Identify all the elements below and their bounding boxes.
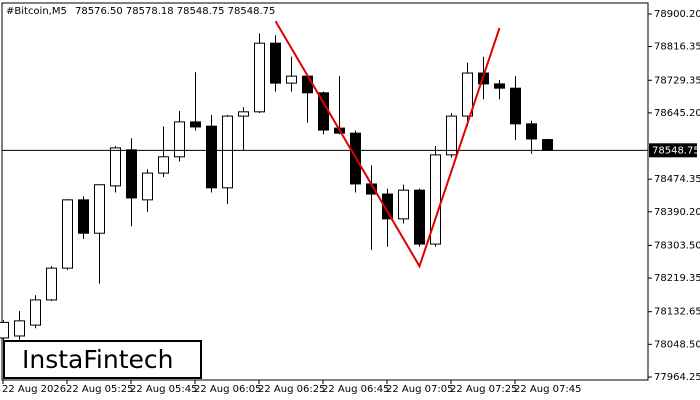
candle-body	[430, 154, 441, 245]
candle-body	[286, 75, 297, 84]
x-tick-label: 22 Aug 06:45	[322, 384, 389, 395]
candle-body	[78, 199, 89, 234]
candle-body	[382, 193, 393, 220]
candle-body	[126, 149, 137, 199]
y-tick-label: 78474.35	[654, 174, 700, 185]
candle-body	[270, 42, 281, 84]
candle-body	[14, 320, 25, 337]
candle-body	[30, 299, 41, 326]
candle-body	[542, 139, 553, 151]
y-tick-label: 77964.25	[654, 372, 700, 383]
y-tick-label: 78048.50	[654, 339, 700, 350]
candle-body	[446, 115, 457, 156]
x-tick-label: 22 Aug 05:45	[130, 384, 197, 395]
current-price-label: 78548.75	[652, 145, 700, 156]
x-tick-label: 22 Aug 07:45	[514, 384, 581, 395]
y-tick-label: 78816.35	[654, 42, 700, 53]
logo-box	[3, 340, 202, 379]
candle-body	[174, 121, 185, 158]
y-tick-label: 78303.50	[654, 240, 700, 251]
candle-body	[222, 115, 233, 189]
candle-body	[206, 125, 217, 189]
candle-body	[46, 267, 57, 301]
y-tick-label: 78645.20	[654, 108, 700, 119]
marks: 78900.20 78816.35 78729.35 78645.20 78474.35…	[0, 9, 700, 395]
y-tick-label: 78900.20	[654, 9, 700, 20]
candle-body	[62, 199, 73, 269]
x-tick-label: 22 Aug 07:25	[450, 384, 517, 395]
candle-body	[142, 172, 153, 201]
x-tick-label: 22 Aug 06:25	[258, 384, 325, 395]
pattern-line	[274, 20, 501, 269]
candle-body	[494, 83, 505, 89]
candle-body	[302, 75, 313, 94]
candle-body	[190, 121, 201, 128]
candle-body	[110, 147, 121, 187]
candle-body	[398, 189, 409, 220]
y-tick-label: 78132.65	[654, 307, 700, 318]
x-tick-label: 22 Aug 05:25	[66, 384, 133, 395]
y-tick-label: 78729.35	[654, 75, 700, 86]
candle-body	[94, 184, 105, 234]
ohlc-header: 78576.50 78578.18 78548.75 78548.75	[75, 6, 275, 17]
y-tick-label: 78219.35	[654, 273, 700, 284]
logo: InstaFintech	[22, 345, 174, 374]
candle-body	[238, 111, 249, 117]
plot-frame	[1, 2, 649, 381]
symbol: #Bitcoin,M5	[6, 6, 67, 17]
candle-body	[526, 123, 537, 140]
candle-body	[510, 87, 521, 125]
x-tick-label: 22 Aug 2026	[2, 384, 66, 395]
candle-body	[0, 321, 9, 339]
current-price-box	[649, 143, 697, 158]
candle-body	[414, 189, 425, 245]
candle-body	[158, 156, 169, 174]
x-tick-label: 22 Aug 07:05	[386, 384, 453, 395]
candle-body	[254, 42, 265, 113]
x-tick-label: 22 Aug 06:05	[194, 384, 261, 395]
y-tick-label: 78390.20	[654, 207, 700, 218]
candle-body	[462, 72, 473, 117]
